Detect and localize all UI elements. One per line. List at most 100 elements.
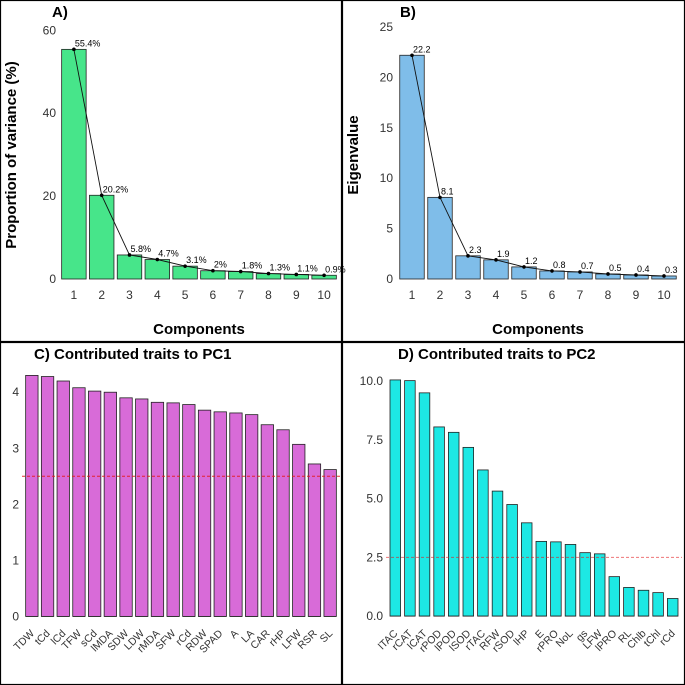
x-axis-title: Components [153,321,245,338]
bar-LA [245,414,259,617]
y-tick-label: 0 [12,609,19,623]
panel-top-left: A) 0 20 40 60 1 2 3 4 5 6 7 8 9 10 Components Proportion… [0,0,346,343]
panel-title: B) [400,4,416,21]
x-tick-label: SL [318,628,336,646]
y-tick-label: 0 [386,272,393,286]
bar-lPRO [608,576,621,617]
trend-point [634,273,638,277]
panel-bottom-left: C) Contributed traits to PC101234TDWtCdl… [0,341,343,685]
bar-rCd [182,404,196,617]
y-tick-label: 0.0 [366,609,383,623]
bar-E [535,540,548,617]
trend-point [155,257,160,262]
data-label: 2.3 [469,245,482,255]
bar-rSOD [506,504,518,617]
data-label: 1.3% [270,263,291,273]
bar-SDW [119,397,133,617]
panel-border [0,0,343,343]
x-tick-label: 10 [317,288,331,302]
bar-sCd [88,390,102,617]
bar-rPRO [550,541,562,617]
y-tick-label: 0 [49,272,56,286]
bar-Chlb [637,589,650,617]
x-tick-label: 7 [577,288,584,302]
data-label: 0.4 [637,264,650,274]
panel-bottom-right: D) Contributed traits to PC2 0.0 2.5 5.0 7.5… [341,341,685,685]
bar-RDW [197,409,212,617]
bar-RL [623,587,635,617]
y-tick-label: 1 [12,553,19,567]
y-tick-label: 20 [43,189,57,203]
bar-lCAT [418,392,431,617]
bar-lSOD [462,446,475,617]
data-label: 1.9 [497,249,510,259]
trend-point [466,254,470,258]
trend-point [266,271,271,276]
data-label: 0.9% [325,264,346,274]
y-tick-label: 2 [12,497,19,511]
bar-tChl [652,592,664,617]
y-tick-label: 10 [380,171,394,185]
data-label: 1.2 [525,256,538,266]
bar-lTAC [389,379,402,617]
trend-point [662,274,666,278]
bar-SFW [166,402,180,617]
trend-point [550,269,554,273]
bar-lMDA [103,391,117,617]
panel-title: A) [52,4,68,21]
panel-title: C) Contributed traits to PC1 [34,346,232,363]
bar-LFW [292,443,306,617]
data-label: 0.3 [665,265,678,275]
data-label: 2% [214,260,227,270]
x-tick-label: 5 [182,288,189,302]
trend-point [322,273,326,278]
trend-point [410,53,414,58]
bar-rCd [667,598,679,617]
bar-RFW [491,490,504,617]
x-tick-label: 1 [71,288,78,302]
y-tick-label: 2.5 [366,550,383,564]
x-tick-label: 1 [409,288,416,302]
y-tick-label: 10.0 [360,374,384,388]
bar-1 [399,54,425,280]
y-tick-label: 3 [12,441,19,455]
bar-gs [579,552,591,617]
y-tick-label: 40 [43,106,57,120]
bar-lPOD [447,431,460,617]
trend-point [99,193,104,198]
bar-TFW [72,387,86,617]
panel-title: D) Contributed traits to PC2 [398,346,596,363]
trend-point [438,195,442,200]
trend-point [494,258,498,262]
data-label: 1.8% [242,261,263,271]
data-label: 0.5 [609,263,622,273]
y-axis-title: Proportion of variance (%) [3,61,20,249]
data-label: 0.8 [553,260,566,270]
y-tick-label: 15 [380,121,394,135]
trend-line [73,49,325,276]
x-tick-label: rCd [657,628,678,649]
x-tick-label: 3 [465,288,472,302]
bar-rCAT [404,380,416,617]
x-tick-label: 10 [657,288,671,302]
bar-SL [323,469,337,617]
bar-SPAD [213,411,227,617]
x-tick-label: 3 [126,288,133,302]
x-tick-label: 4 [154,288,161,302]
trend-point [127,253,132,257]
x-tick-label: 5 [521,288,528,302]
x-tick-label: 7 [237,288,244,302]
y-tick-label: 60 [43,23,57,37]
data-label: 20.2% [103,184,129,194]
trend-point [578,270,582,274]
trend-point [606,272,610,276]
bar-2 [89,194,115,280]
x-tick-label: 9 [293,288,300,302]
bar-2 [427,196,453,280]
data-label: 8.1 [441,186,454,196]
data-label: 5.8% [131,244,152,254]
data-label: 0.7 [581,261,594,271]
y-tick-label: 20 [380,70,394,84]
x-tick-label: 8 [265,288,272,302]
